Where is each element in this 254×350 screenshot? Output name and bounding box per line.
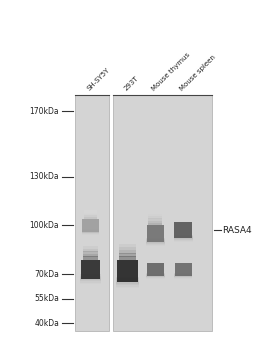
Text: SH-SY5Y: SH-SY5Y [86, 66, 111, 92]
Bar [118, 256, 136, 260]
Bar [84, 215, 97, 217]
Text: 130kDa: 130kDa [29, 172, 59, 181]
Bar [84, 217, 97, 219]
Text: 100kDa: 100kDa [29, 221, 59, 230]
Bar [145, 238, 164, 243]
Bar [173, 234, 192, 239]
Bar [173, 236, 192, 240]
Bar [118, 247, 136, 251]
Bar [116, 277, 139, 284]
Bar [116, 281, 139, 288]
Bar [84, 214, 97, 215]
Bar [116, 260, 138, 282]
Bar [84, 210, 97, 212]
Bar [148, 218, 162, 221]
Bar [80, 274, 100, 280]
Bar [174, 222, 191, 238]
Bar [83, 257, 98, 260]
Text: 170kDa: 170kDa [29, 107, 59, 116]
Text: RASA4: RASA4 [221, 226, 251, 235]
Bar [145, 273, 164, 277]
Bar [145, 240, 164, 245]
Bar [145, 275, 164, 279]
Bar [83, 248, 98, 252]
Bar [83, 246, 98, 249]
Bar [173, 237, 192, 242]
Bar [81, 231, 99, 235]
Bar [118, 250, 136, 253]
Bar [173, 237, 192, 242]
Bar [81, 230, 99, 234]
Bar [116, 280, 139, 287]
Bar [173, 273, 192, 277]
Text: 293T: 293T [123, 75, 139, 92]
Text: Mouse thymus: Mouse thymus [150, 51, 191, 92]
Bar [148, 216, 162, 219]
Bar [146, 263, 164, 276]
Bar [84, 212, 97, 214]
Bar [80, 278, 100, 284]
Bar [83, 254, 98, 257]
Bar [118, 244, 136, 247]
Bar [145, 274, 164, 278]
Bar [148, 223, 162, 225]
Bar [81, 229, 99, 233]
Bar [146, 225, 164, 242]
Bar [81, 260, 100, 279]
Bar [118, 253, 136, 257]
Bar [80, 277, 100, 283]
Text: 70kDa: 70kDa [34, 270, 59, 279]
Bar [145, 274, 164, 278]
Bar [148, 214, 162, 217]
Bar [145, 241, 164, 246]
Bar [75, 95, 109, 331]
Bar [145, 239, 164, 244]
Bar [174, 263, 191, 276]
Bar [148, 220, 162, 223]
Bar [173, 274, 192, 278]
Text: 55kDa: 55kDa [34, 294, 59, 303]
Text: 40kDa: 40kDa [34, 318, 59, 328]
Bar [82, 219, 98, 232]
Bar [80, 276, 100, 281]
Bar [116, 278, 139, 285]
Bar [81, 230, 99, 233]
Bar [83, 251, 98, 254]
Bar [112, 95, 211, 331]
Bar [173, 274, 192, 278]
Text: Mouse spleen: Mouse spleen [178, 54, 216, 92]
Bar [173, 275, 192, 279]
